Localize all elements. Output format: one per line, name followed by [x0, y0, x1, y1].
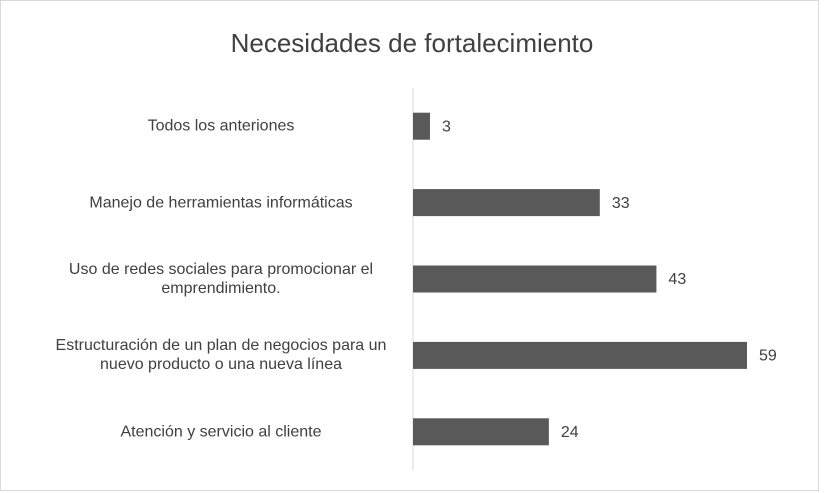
data-label: 3 [442, 118, 451, 135]
data-label: 24 [561, 424, 579, 441]
bar [413, 265, 657, 293]
data-label: 43 [668, 271, 686, 288]
category-label: Todos los anteriones [147, 117, 295, 135]
bar [413, 189, 600, 217]
category-label: Estructuración de un plan de negocios pa… [55, 337, 387, 374]
data-label: 59 [759, 348, 777, 365]
category-label: Atención y servicio al cliente [120, 423, 322, 441]
bar [413, 418, 549, 446]
bar [413, 341, 747, 369]
data-label: 33 [612, 195, 630, 212]
category-label: Manejo de herramientas informáticas [89, 194, 353, 212]
category-label: Uso de redes sociales para promocionar e… [68, 261, 374, 297]
chart-title: Necesidades de fortalecimiento [231, 28, 594, 58]
bar [413, 112, 430, 140]
